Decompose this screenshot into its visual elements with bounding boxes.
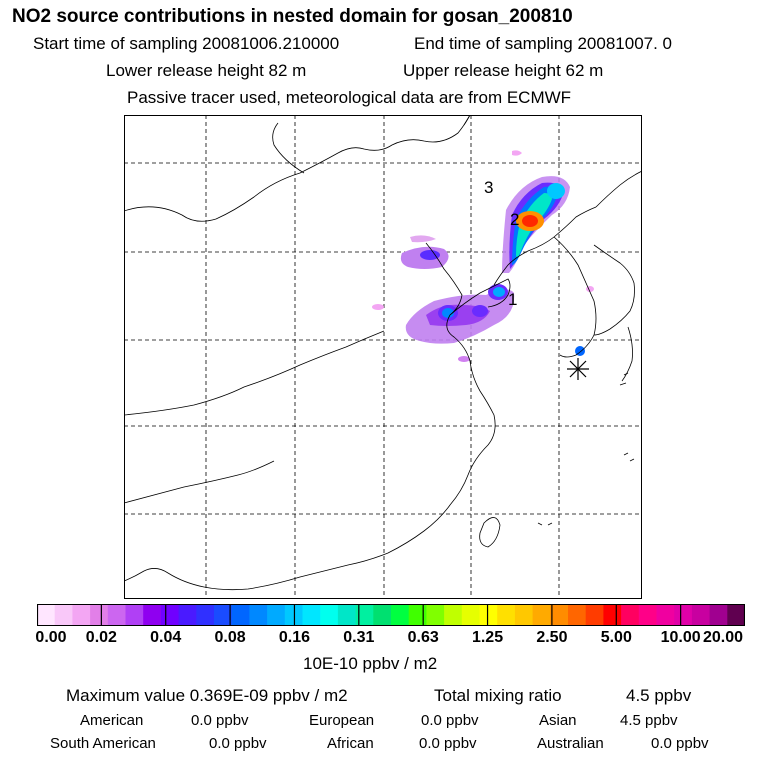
colorbar-tick-label: 0.31 bbox=[343, 629, 375, 646]
colorbar-swatch bbox=[196, 604, 215, 626]
colorbar-swatch bbox=[656, 604, 675, 626]
colorbar-tick-label: 0.04 bbox=[150, 629, 182, 646]
colorbar-swatch bbox=[355, 604, 374, 626]
colorbar-swatch bbox=[54, 604, 73, 626]
start-time-label: Start time of sampling 20081006.210000 bbox=[33, 34, 340, 53]
region-south-american-value: 0.0 ppbv bbox=[209, 735, 267, 752]
colorbar-tick-label: 10.00 bbox=[660, 629, 701, 646]
colorbar-tick-label: 0.63 bbox=[407, 629, 439, 646]
colorbar-swatch bbox=[585, 604, 604, 626]
colorbar-swatch bbox=[267, 604, 286, 626]
colorbar-swatch bbox=[408, 604, 427, 626]
colorbar-swatch bbox=[709, 604, 728, 626]
colorbar-swatch bbox=[497, 604, 516, 626]
colorbar-swatch bbox=[603, 604, 622, 626]
lower-release-label: Lower release height 82 m bbox=[106, 61, 307, 80]
colorbar-swatch bbox=[674, 604, 693, 626]
colorbar-tick-label: 0.02 bbox=[85, 629, 117, 646]
colorbar-swatch bbox=[461, 604, 480, 626]
colorbar-swatch bbox=[337, 604, 357, 626]
colorbar-tick-label: 2.50 bbox=[536, 629, 568, 646]
colorbar-swatch bbox=[37, 604, 56, 626]
end-time-label: End time of sampling 20081007. 0 bbox=[414, 34, 673, 53]
colorbar-swatch bbox=[479, 604, 498, 626]
colorbar-tick-label: 20.00 bbox=[702, 629, 744, 646]
source-label-3: 3 bbox=[484, 178, 493, 197]
colorbar-swatch bbox=[160, 604, 180, 626]
colorbar-swatch bbox=[249, 604, 268, 626]
colorbar-swatch bbox=[178, 604, 197, 626]
colorbar-swatch bbox=[391, 604, 410, 626]
colorbar-swatch bbox=[514, 604, 534, 626]
region-african-name: African bbox=[327, 735, 374, 752]
colorbar-swatch bbox=[691, 604, 711, 626]
colorbar-swatch bbox=[444, 604, 463, 626]
colorbar-units: 10E-10 ppbv / m2 bbox=[303, 654, 438, 673]
source-label-2: 2 bbox=[510, 210, 519, 229]
region-american-value: 0.0 ppbv bbox=[191, 712, 249, 729]
colorbar-tick-label: 0.16 bbox=[278, 629, 311, 646]
colorbar-swatch bbox=[231, 604, 250, 626]
region-european-name: European bbox=[309, 712, 375, 729]
colorbar-swatch bbox=[621, 604, 640, 626]
colorbar-swatch bbox=[214, 604, 233, 626]
total-mixing-ratio-value: 4.5 ppbv bbox=[626, 686, 692, 705]
maximum-value: Maximum value 0.369E-09 ppbv / m2 bbox=[66, 686, 348, 705]
station-star-icon bbox=[567, 358, 589, 380]
coastlines bbox=[124, 115, 642, 591]
colorbar-swatch bbox=[320, 604, 339, 626]
region-american-name: American bbox=[80, 712, 144, 729]
region-australian-name: Australian bbox=[537, 735, 604, 752]
colorbar-frame bbox=[37, 604, 745, 626]
colorbar-swatch bbox=[568, 604, 587, 626]
colorbar-swatch bbox=[302, 604, 321, 626]
colorbar-tick-label: 0.08 bbox=[214, 629, 246, 646]
colorbar-tick-label: 1.25 bbox=[471, 629, 504, 646]
colorbar-swatch bbox=[727, 604, 745, 626]
colorbar-tick-label: 0.00 bbox=[35, 629, 67, 646]
concentration-plumes bbox=[372, 150, 594, 362]
upper-release-label: Upper release height 62 m bbox=[403, 61, 604, 80]
region-african-value: 0.0 ppbv bbox=[419, 735, 477, 752]
colorbar-swatch bbox=[550, 604, 569, 626]
colorbar-swatch bbox=[125, 604, 144, 626]
region-asian-name: Asian bbox=[539, 712, 577, 729]
tracer-note: Passive tracer used, meteorological data… bbox=[127, 88, 572, 107]
colorbar-swatch bbox=[90, 604, 109, 626]
colorbar-swatch bbox=[72, 604, 91, 626]
colorbar-swatch bbox=[143, 604, 162, 626]
colorbar-swatch bbox=[532, 604, 551, 626]
colorbar-tick-label: 5.00 bbox=[600, 629, 632, 646]
source-label-1: 1 bbox=[508, 290, 517, 309]
map-panel: 1 2 3 bbox=[124, 115, 642, 599]
region-australian-value: 0.0 ppbv bbox=[651, 735, 709, 752]
colorbar-swatch bbox=[426, 604, 445, 626]
region-south-american-name: South American bbox=[50, 735, 156, 752]
colorbar-swatch bbox=[638, 604, 657, 626]
total-mixing-ratio-label: Total mixing ratio bbox=[434, 686, 562, 705]
region-asian-value: 4.5 ppbv bbox=[620, 712, 678, 729]
plot-title: NO2 source contributions in nested domai… bbox=[12, 6, 573, 27]
colorbar bbox=[37, 604, 745, 626]
region-european-value: 0.0 ppbv bbox=[421, 712, 479, 729]
colorbar-swatch bbox=[107, 604, 126, 626]
colorbar-swatch bbox=[373, 604, 392, 626]
